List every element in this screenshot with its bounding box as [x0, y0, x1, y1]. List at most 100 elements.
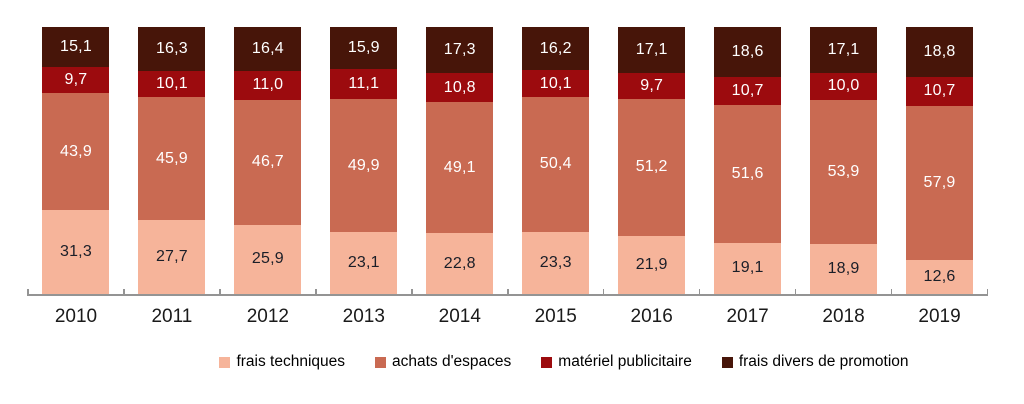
- bar-segment: 49,1: [426, 102, 494, 234]
- bar-group: 15,9 11,1 49,9 23,1: [330, 27, 398, 294]
- bar-segment: 16,4: [234, 27, 302, 71]
- bar-value-label: 22,8: [443, 254, 476, 272]
- bar-segment: 11,0: [234, 70, 302, 101]
- bar-group: 17,1 10,0 53,9 18,9: [810, 27, 878, 294]
- bar-segment: 17,1: [810, 27, 878, 73]
- bar-value-label: 51,6: [731, 165, 764, 183]
- legend: frais techniques achats d'espaces matériel…: [0, 353, 1024, 371]
- tick-mark: [219, 289, 221, 296]
- bar-value-label: 45,9: [155, 149, 188, 167]
- legend-item: frais techniques: [219, 353, 345, 371]
- bar-value-label: 11,0: [252, 76, 284, 94]
- bar-segment: 10,7: [714, 76, 782, 106]
- bar-value-label: 18,8: [923, 43, 956, 61]
- bar-segment: 15,1: [42, 27, 110, 68]
- bar-segment: 23,1: [330, 232, 398, 294]
- bar-group: 18,8 10,7 57,9 12,6: [906, 27, 974, 294]
- x-axis-label: 2014: [438, 306, 481, 327]
- bar-segment: 10,8: [426, 73, 494, 103]
- x-axis-label: 2010: [54, 306, 98, 327]
- x-axis-label: 2011: [151, 306, 193, 327]
- bar-value-label: 16,4: [251, 39, 284, 57]
- bar-value-label: 17,1: [635, 41, 668, 59]
- tick-mark: [986, 289, 989, 296]
- bar-segment: 45,9: [138, 97, 206, 221]
- bar-group: 16,4 11,0 46,7 25,9: [234, 27, 302, 294]
- bar-segment: 23,3: [522, 231, 590, 294]
- legend-label: frais divers de promotion: [738, 353, 909, 370]
- bar-segment: 10,1: [138, 70, 206, 98]
- bar-segment: 50,4: [522, 97, 590, 232]
- tick-mark: [890, 289, 893, 296]
- bar-segment: 10,7: [906, 77, 974, 106]
- bar-value-label: 10,8: [443, 78, 476, 96]
- bar-value-label: 16,3: [155, 39, 188, 57]
- legend-swatch: [721, 356, 733, 368]
- bar-group: 15,1 9,7 43,9 31,3: [42, 27, 110, 294]
- bar-group: 17,3 10,8 49,1 22,8: [426, 27, 494, 294]
- bar-value-label: 11,1: [348, 75, 380, 93]
- bar-segment: 21,9: [618, 235, 686, 294]
- bar-value-label: 57,9: [923, 174, 956, 192]
- legend-item: matériel publicitaire: [541, 353, 692, 371]
- x-axis-label: 2019: [918, 306, 961, 327]
- bar-segment: 22,8: [426, 233, 494, 294]
- bar-segment: 16,3: [138, 27, 206, 71]
- bar-value-label: 10,1: [155, 74, 188, 92]
- bar-value-label: 10,7: [731, 81, 764, 99]
- bar-segment: 18,8: [906, 27, 974, 78]
- bar-value-label: 9,7: [64, 71, 88, 89]
- legend-item: frais divers de promotion: [721, 353, 909, 371]
- legend-label: frais techniques: [236, 353, 345, 370]
- bar-value-label: 31,3: [59, 243, 92, 261]
- bar-value-label: 23,1: [347, 254, 380, 272]
- legend-swatch: [541, 356, 553, 368]
- bar-value-label: 19,1: [731, 259, 764, 277]
- bar-segment: 17,1: [618, 27, 686, 73]
- bar-segment: 9,7: [618, 72, 686, 99]
- x-axis-label: 2018: [822, 306, 865, 327]
- bar-value-label: 43,9: [59, 142, 92, 160]
- bar-value-label: 21,9: [635, 255, 668, 273]
- bar-value-label: 46,7: [251, 153, 284, 171]
- bar-value-label: 51,2: [635, 158, 668, 176]
- tick-mark: [27, 289, 29, 296]
- x-axis-label: 2015: [534, 306, 577, 327]
- bar-segment: 10,1: [522, 70, 590, 98]
- bar-value-label: 53,9: [827, 162, 860, 180]
- bar-segment: 51,2: [618, 98, 686, 236]
- plot-area: 15,1 9,7 43,9 31,3 16,3 10,1 45,9 27,7 16,4 11,0 4…: [27, 0, 989, 300]
- bar-segment: 43,9: [42, 93, 110, 211]
- bar-segment: 15,9: [330, 27, 398, 70]
- bar-value-label: 10,0: [827, 77, 860, 95]
- bar-value-label: 49,1: [443, 158, 476, 176]
- legend-label: matériel publicitaire: [558, 353, 692, 370]
- tick-mark: [411, 289, 413, 296]
- tick-mark: [315, 289, 317, 296]
- bar-value-label: 18,9: [827, 259, 860, 277]
- bar-segment: 27,7: [138, 220, 206, 294]
- bar-segment: 17,3: [426, 27, 494, 74]
- bar-value-label: 27,7: [155, 247, 188, 265]
- x-axis-label: 2012: [246, 306, 289, 327]
- bar-segment: 16,2: [522, 27, 590, 71]
- bar-segment: 18,9: [810, 243, 878, 294]
- bar-segment: 51,6: [714, 105, 782, 243]
- bar-value-label: 9,7: [640, 76, 664, 94]
- bar-segment: 19,1: [714, 242, 782, 294]
- tick-mark: [602, 289, 605, 296]
- bar-segment: 11,1: [330, 69, 398, 100]
- bar-group: 17,1 9,7 51,2 21,9: [618, 27, 686, 294]
- legend-item: achats d'espaces: [375, 353, 511, 371]
- bar-value-label: 12,6: [923, 268, 956, 286]
- tick-mark: [794, 289, 797, 296]
- tick-mark: [123, 289, 125, 296]
- x-axis-label: 2016: [630, 306, 673, 327]
- bar-value-label: 15,1: [59, 38, 92, 56]
- legend-swatch: [219, 356, 231, 368]
- bar-value-label: 10,7: [923, 82, 956, 100]
- bar-segment: 18,6: [714, 27, 782, 77]
- bar-segment: 12,6: [906, 260, 974, 294]
- bar-segment: 57,9: [906, 105, 974, 261]
